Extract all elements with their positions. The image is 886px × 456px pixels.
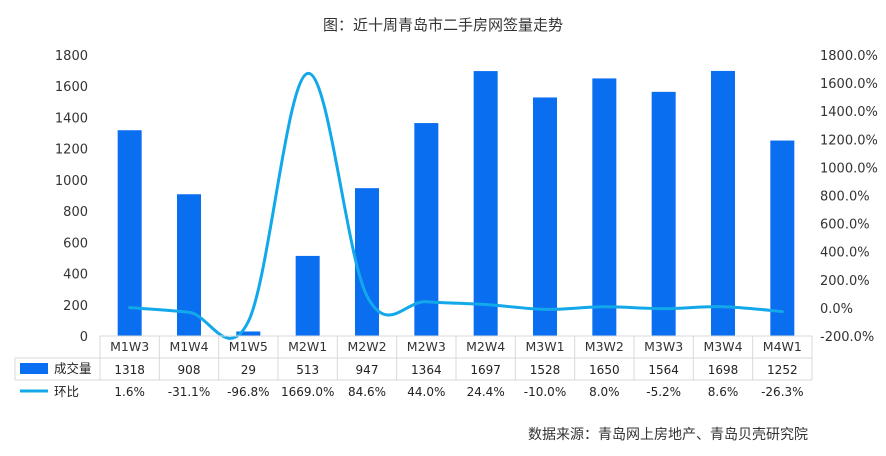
table-cell-volume: 1364 bbox=[411, 363, 442, 377]
bar bbox=[473, 71, 498, 337]
y-right-tick-label: 1000.0% bbox=[820, 161, 878, 176]
table-cell-volume: 1697 bbox=[470, 363, 501, 377]
chart-title: 图：近十周青岛市二手房网签量走势 bbox=[322, 16, 563, 34]
y-left-tick-label: 800 bbox=[63, 205, 88, 220]
y-left-tick-label: 600 bbox=[63, 236, 88, 251]
table-cell-volume: 1698 bbox=[708, 363, 739, 377]
x-category-label: M1W5 bbox=[229, 339, 268, 354]
y-right-tick-label: 200.0% bbox=[820, 274, 870, 289]
y-left-tick-label: 1400 bbox=[55, 111, 88, 126]
y-left-tick-label: 200 bbox=[63, 299, 88, 314]
table-cell-huanbi: 44.0% bbox=[407, 385, 445, 399]
table-cell-huanbi: -31.1% bbox=[168, 385, 210, 399]
bar bbox=[651, 91, 676, 336]
y-right-tick-label: -200.0% bbox=[820, 330, 874, 345]
x-category-label: M3W4 bbox=[703, 339, 742, 354]
y-left-tick-label: 1600 bbox=[55, 80, 88, 95]
table-cell-huanbi: 84.6% bbox=[348, 385, 386, 399]
bar bbox=[533, 97, 557, 336]
x-category-label: M2W1 bbox=[288, 339, 327, 354]
y-right-tick-label: 1800.0% bbox=[820, 49, 878, 64]
y-right-tick-label: 1600.0% bbox=[820, 77, 878, 92]
table-cell-huanbi: 8.6% bbox=[708, 385, 739, 399]
y-left-tick-label: 1000 bbox=[55, 174, 88, 189]
x-category-label: M2W4 bbox=[466, 339, 505, 354]
table-cell-huanbi: -10.0% bbox=[524, 385, 566, 399]
legend-bar-label: 成交量 bbox=[54, 361, 92, 376]
y-right-tick-label: 800.0% bbox=[820, 190, 870, 205]
table-cell-huanbi: -5.2% bbox=[646, 385, 681, 399]
source-note: 数据来源：青岛网上房地产、青岛贝壳研究院 bbox=[528, 427, 808, 443]
bar bbox=[117, 130, 142, 336]
legend-line-label: 环比 bbox=[54, 384, 79, 399]
table-cell-volume: 1650 bbox=[589, 363, 620, 377]
y-left-tick-label: 1800 bbox=[55, 49, 88, 64]
bar bbox=[295, 255, 320, 336]
y-right-tick-label: 400.0% bbox=[820, 246, 870, 261]
x-category-label: M3W3 bbox=[644, 339, 683, 354]
table-cell-volume: 29 bbox=[241, 363, 256, 377]
bar bbox=[711, 70, 735, 336]
table-cell-volume: 947 bbox=[356, 363, 379, 377]
x-category-label: M2W2 bbox=[347, 339, 386, 354]
table-cell-huanbi: 24.4% bbox=[467, 385, 505, 399]
bar bbox=[236, 331, 261, 336]
y-left-tick-label: 1200 bbox=[55, 143, 88, 158]
line-series-huanbi bbox=[128, 71, 784, 340]
bar bbox=[592, 78, 617, 337]
x-category-label: M1W3 bbox=[110, 339, 149, 354]
table-cell-huanbi: -96.8% bbox=[227, 385, 269, 399]
table-cell-volume: 908 bbox=[178, 363, 201, 377]
y-right-tick-label: 1200.0% bbox=[820, 133, 878, 148]
y-right-tick-label: 600.0% bbox=[820, 218, 870, 233]
table-cell-volume: 1318 bbox=[114, 363, 145, 377]
table-cell-huanbi: 8.0% bbox=[589, 385, 620, 399]
table-cell-volume: 1528 bbox=[530, 363, 561, 377]
table-cell-huanbi: 1669.0% bbox=[281, 385, 334, 399]
table-cell-volume: 513 bbox=[296, 363, 319, 377]
table-cell-huanbi: 1.6% bbox=[114, 385, 145, 399]
x-category-label: M1W4 bbox=[169, 339, 208, 354]
y-right-tick-label: 1400.0% bbox=[820, 105, 878, 120]
table-cell-volume: 1252 bbox=[767, 363, 798, 377]
y-right-tick-label: 0.0% bbox=[820, 302, 853, 317]
y-left-tick-label: 0 bbox=[80, 330, 88, 345]
y-left-tick-label: 400 bbox=[63, 268, 88, 283]
x-category-label: M4W1 bbox=[763, 339, 802, 354]
bar bbox=[355, 188, 379, 336]
legend-bar-swatch bbox=[20, 363, 48, 374]
x-category-label: M3W1 bbox=[525, 339, 564, 354]
table-cell-huanbi: -26.3% bbox=[761, 385, 803, 399]
table-cell-volume: 1564 bbox=[648, 363, 679, 377]
bar bbox=[770, 140, 795, 336]
x-category-label: M3W2 bbox=[585, 339, 624, 354]
x-category-label: M2W3 bbox=[407, 339, 446, 354]
